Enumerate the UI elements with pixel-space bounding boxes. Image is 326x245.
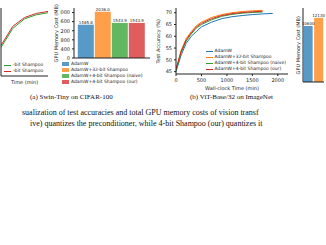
html-text:-bit Shampoo: -bit Shampoo (13, 68, 44, 73)
html-text:AdamW: AdamW (71, 61, 89, 66)
html-text:(b) ViT-Base/32 on ImageNet: (b) ViT-Base/32 on ImageNet (190, 93, 273, 101)
svg-text:65: 65 (166, 21, 172, 27)
svg-text:1500: 1500 (246, 77, 259, 83)
html-text:AdamW+4-bit Shampoo (naive): AdamW+4-bit Shampoo (naive) (71, 73, 143, 78)
svg-text:0: 0 (174, 77, 177, 83)
html-text:GPU Memory Cost (MB): GPU Memory Cost (MB) (294, 15, 301, 75)
svg-text:1543.9: 1543.9 (130, 18, 144, 23)
svg-text:500: 500 (197, 77, 207, 83)
html-text:(a) Swin-Tiny on CIFAR-100: (a) Swin-Tiny on CIFAR-100 (30, 93, 113, 101)
html-text:Test Accuracy (%): Test Accuracy (%) (154, 18, 161, 64)
svg-text:50: 50 (166, 57, 172, 63)
html-text:ive) quantizes the preconditio: ive) quantizes the preconditioner, while… (30, 119, 263, 128)
html-text:AdamW+32-bit Shampoo: AdamW+32-bit Shampoo (214, 54, 272, 59)
svg-text:55: 55 (166, 45, 172, 51)
svg-text:1600: 1600 (60, 18, 70, 24)
svg-text:1000: 1000 (221, 77, 234, 83)
svg-text:12130: 12130 (312, 13, 318, 18)
svg-text:2000: 2000 (60, 9, 70, 15)
svg-text:1543.9: 1543.9 (113, 18, 127, 23)
svg-text:1465.8: 1465.8 (79, 20, 93, 25)
html-text:GPU Memory Cost (MB): GPU Memory Cost (MB) (52, 3, 59, 63)
svg-text:2000: 2000 (271, 77, 284, 83)
html-text:AdamW+4-bit Shampoo (our): AdamW+4-bit Shampoo (our) (214, 66, 282, 71)
html-text:-bit Shampoo: -bit Shampoo (13, 62, 44, 67)
html-text:AdamW: AdamW (214, 48, 232, 53)
svg-text:800: 800 (60, 37, 70, 43)
html-text:AdamW+4-bit Shampoo (naive): AdamW+4-bit Shampoo (naive) (214, 60, 286, 65)
html-text:sualization of test accuracies: sualization of test accuracies and total… (22, 108, 259, 117)
svg-text:70: 70 (166, 9, 172, 15)
svg-text:2036.0: 2036.0 (96, 7, 110, 12)
svg-text:60: 60 (166, 33, 172, 39)
html-text:Wall-clock Time (min): Wall-clock Time (min) (205, 85, 259, 91)
html-text:Time (min): Time (min) (10, 79, 39, 85)
svg-text:0: 0 (67, 55, 70, 60)
html-text:AdamW+4-bit Shampoo (our): AdamW+4-bit Shampoo (our) (71, 79, 138, 84)
svg-text:1200: 1200 (60, 28, 70, 34)
svg-text:10600: 10600 (302, 21, 315, 26)
svg-text:400: 400 (60, 46, 70, 52)
html-text:AdamW+32-bit Shampoo: AdamW+32-bit Shampoo (71, 67, 129, 72)
svg-text:45: 45 (166, 68, 172, 74)
